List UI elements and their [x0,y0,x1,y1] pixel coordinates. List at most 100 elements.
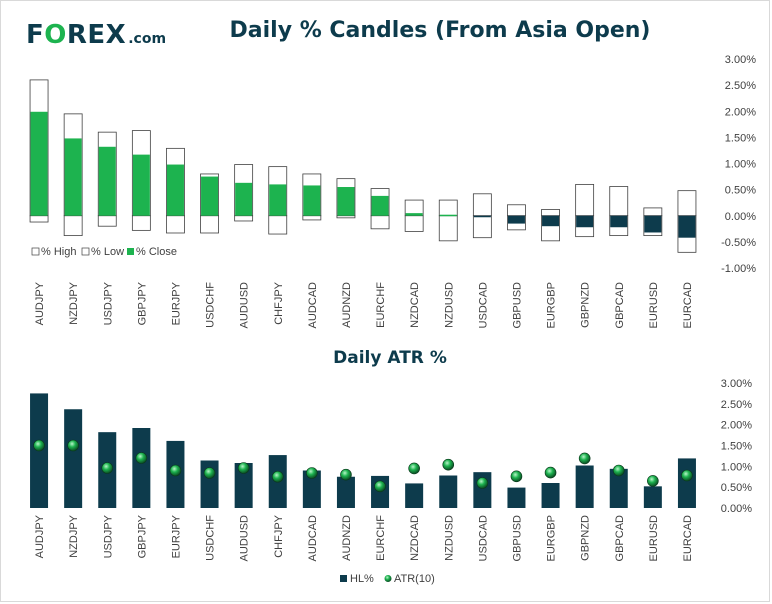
hl-bar [64,409,83,508]
hl-bar [677,458,696,508]
category-label: EURCAD [682,515,694,562]
close-bar [439,214,457,217]
category-label: GBPJPY [136,514,148,558]
category-label: USDJPY [102,514,114,558]
category-label: EURGBP [546,515,558,561]
category-label: USDCHF [205,282,217,328]
category-label: GBPUSD [511,515,523,562]
y-tick-label: 2.50% [725,80,756,92]
close-bar [337,187,355,216]
atr-marker [33,439,45,452]
category-label: EURJPY [170,281,182,325]
atr-marker [510,470,523,483]
atr-marker [169,464,182,477]
close-bar [610,215,628,228]
close-bar [371,195,389,216]
category-label: USDJPY [102,281,114,325]
legend-swatch-hl [340,575,347,582]
y-tick-label: -0.50% [721,237,756,249]
close-bar [132,154,150,216]
legend-label: % Low [91,246,124,258]
close-bar [201,176,219,216]
logo-letter-o: O [44,20,67,50]
category-label: EURJPY [170,514,182,558]
category-label: USDCHF [205,515,217,561]
atr-marker [408,462,420,475]
category-label: EURUSD [648,282,660,329]
y-tick-label: 0.00% [721,503,752,515]
atr-marker [578,452,591,465]
category-label: AUDCAD [307,282,319,329]
hl-bar [439,475,458,508]
atr-marker [306,467,318,479]
atr-marker [237,462,250,474]
y-tick-label: 1.50% [721,441,752,453]
category-label: NZDJPY [68,281,80,324]
forex-logo: F O REX .com [26,20,166,50]
hl-bar [643,486,662,508]
logo-letter-f: F [26,20,45,50]
y-tick-label: 2.00% [725,106,756,118]
category-label: EURCHF [375,515,387,561]
category-label: USDCAD [477,282,489,329]
close-bar [576,215,594,228]
close-bar [30,111,48,216]
close-bar [644,215,662,233]
logo-domain: .com [128,31,167,47]
hl-bar [132,428,151,508]
close-bar [405,213,423,216]
atr-marker [101,462,114,474]
close-bar [542,215,560,227]
legend-label: % Close [136,246,177,258]
y-tick-label: 0.50% [721,482,752,494]
legend-label: HL% [350,573,374,585]
atr-marker [442,458,455,471]
y-tick-label: 0.50% [725,185,756,197]
atr-marker [681,469,693,482]
close-bar [303,185,321,216]
y-tick-label: 2.00% [721,420,752,432]
hl-bar [336,476,355,508]
legend-swatch [127,248,134,255]
category-label: NZDCAD [409,515,421,561]
atr-chart-title: Daily ATR % [333,348,447,368]
category-label: GBPCAD [614,282,626,329]
atr-marker [340,468,352,481]
category-label: GBPNZD [580,282,592,328]
category-label: EURCHF [375,282,387,328]
logo-letters-rex: REX [66,20,127,50]
atr-marker [203,467,216,479]
category-label: AUDCAD [307,515,319,562]
category-label: CHFJPY [273,514,285,557]
hl-bar [507,487,526,508]
category-label: AUDUSD [239,282,251,329]
hl-bar [405,483,424,508]
atr-marker [271,470,284,483]
legend-swatch [81,247,90,256]
category-label: USDCAD [477,515,489,562]
category-label: GBPCAD [614,515,626,562]
atr-marker [135,452,148,464]
y-tick-label: 2.50% [721,399,752,411]
legend-label: % High [41,246,76,258]
atr-marker [67,439,79,452]
y-tick-label: 1.00% [725,159,756,171]
close-bar [166,164,184,216]
category-label: GBPNZD [580,515,592,561]
category-label: GBPUSD [511,282,523,329]
legend-swatch-atr [384,575,392,582]
close-bar [473,215,491,218]
hl-bar [575,465,594,508]
category-label: NZDJPY [68,514,80,557]
close-bar [235,182,253,216]
category-label: EURCAD [682,282,694,329]
close-bar [507,215,525,224]
category-label: EURGBP [546,282,558,328]
category-label: EURUSD [648,515,660,562]
category-label: NZDUSD [443,282,455,328]
y-tick-label: 1.00% [721,461,752,473]
candles-chart-title: Daily % Candles (From Asia Open) [229,18,651,43]
legend-swatch [31,247,40,256]
